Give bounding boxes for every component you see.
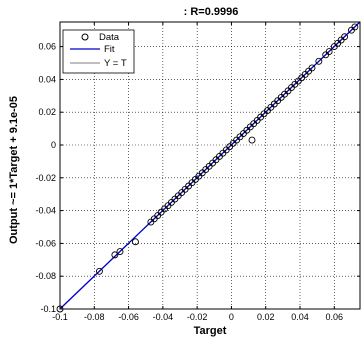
y-tick-label: -0.08	[35, 271, 56, 281]
x-tick-label: -0.06	[118, 312, 139, 322]
x-tick-label: 0.06	[326, 312, 344, 322]
data-point	[248, 136, 256, 144]
data-point	[116, 248, 124, 256]
x-tick-label: 0	[229, 312, 234, 322]
data-point	[308, 64, 316, 72]
y-tick-label: 0.06	[38, 42, 56, 52]
y-tick-label: -0.06	[35, 238, 56, 248]
data-point	[325, 48, 333, 55]
x-tick-label: 0.04	[291, 312, 309, 322]
x-tick-label: -0.08	[84, 312, 105, 322]
fit-segment	[59, 21, 361, 310]
legend-data-label: Data	[99, 32, 120, 43]
y-tick-label: -0.02	[35, 173, 56, 183]
x-tick-label: -0.02	[187, 312, 208, 322]
data-point	[111, 251, 119, 259]
legend-data-marker	[81, 33, 89, 41]
y-tick-label: -0.1	[40, 304, 56, 314]
grid	[59, 22, 360, 310]
legend-fit-label: Fit	[104, 44, 115, 55]
y-axis: -0.1 -0.08 -0.06 -0.04 -0.02 0 0.02 0.04 0.06	[35, 42, 360, 314]
data-point	[341, 33, 349, 41]
y-tick-label: 0.02	[38, 107, 56, 117]
x-axis: -0.1 -0.08 -0.06 -0.04 -0.02 0 0.02 0.04 0.06	[52, 22, 343, 322]
data-point	[95, 267, 103, 275]
y-axis-title: Output ~= 1*Target + 9.1e-05	[8, 96, 20, 244]
data-point	[131, 238, 139, 246]
chart-title: : R=0.9996	[184, 6, 239, 18]
y-tick-label: -0.04	[35, 206, 56, 216]
y-tick-label: 0	[51, 140, 56, 150]
legend-box	[62, 29, 135, 74]
legend: Data Fit Y = T	[62, 29, 135, 74]
x-tick-label: 0.02	[257, 312, 275, 322]
data-point	[351, 23, 359, 31]
plot-frame	[59, 21, 361, 310]
x-axis-title: Target	[194, 325, 227, 337]
y-tick-label: 0.04	[38, 74, 56, 84]
fit-line	[59, 21, 361, 310]
x-tick-label: -0.1	[52, 312, 68, 322]
data-points	[56, 23, 359, 313]
x-tick-label: -0.04	[153, 312, 174, 322]
legend-yeqt-label: Y = T	[104, 58, 127, 69]
data-point	[315, 57, 323, 65]
